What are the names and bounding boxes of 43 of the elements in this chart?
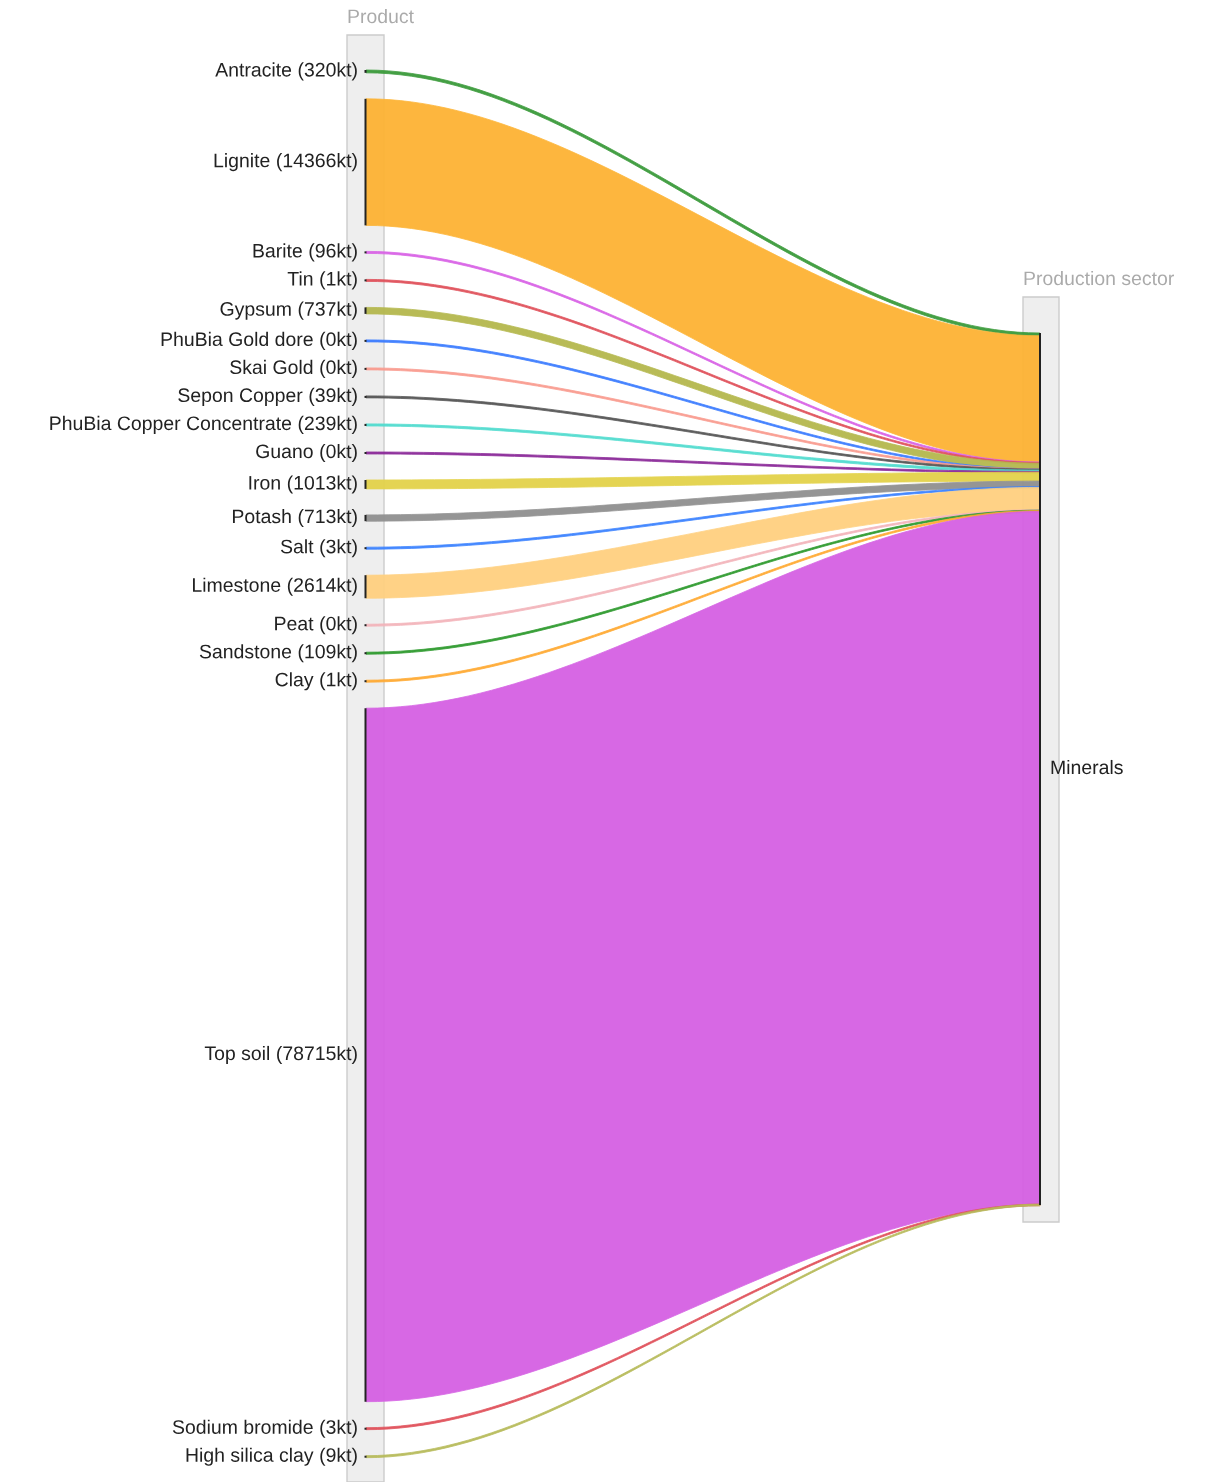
data-label: (737kt) (298, 301, 357, 320)
category-label: Gypsum (220, 302, 291, 320)
data-label: (78715kt) (277, 1045, 357, 1065)
category-label: Salt (280, 539, 314, 554)
data-label: (1kt) (320, 672, 357, 691)
data-label: (713kt) (298, 508, 357, 528)
text: Product (348, 8, 414, 24)
category-label: Sandstone (199, 644, 292, 659)
data-label: (239kt) (298, 415, 357, 434)
category-label: Sodium bromide (172, 1419, 313, 1434)
category-label: Skai Gold (230, 359, 313, 375)
category-label: Tin (287, 271, 313, 286)
category-label: Clay (275, 672, 314, 691)
category-label: High silica clay (186, 1447, 314, 1466)
category-label: Top soil (204, 1045, 270, 1065)
data-label: (0kt) (320, 331, 357, 350)
category-label: Guano (256, 444, 313, 459)
data-label: (3kt) (320, 539, 357, 558)
data-label: (2614kt) (287, 577, 357, 596)
data-label: (39kt) (309, 387, 357, 406)
data-label: (0kt) (320, 443, 357, 463)
category-label: Limestone (193, 577, 281, 592)
data-label: (14366kt) (277, 153, 357, 172)
data-label: (96kt) (309, 243, 357, 262)
text: Production sector (1024, 270, 1174, 286)
category-label: Barite (253, 243, 302, 258)
data-label: (109kt) (298, 644, 357, 663)
data-label: (9kt) (320, 1447, 357, 1466)
category-label: Sepon Copper (178, 388, 303, 406)
category-label: PhuBia Gold dore (161, 331, 313, 347)
category-label: Antracite (215, 62, 292, 77)
category-label: Potash (232, 508, 291, 524)
data-label: (1kt) (320, 271, 357, 290)
category-label: Iron (249, 476, 280, 490)
data-label: (0kt) (320, 616, 357, 635)
category-label: Peat (275, 616, 314, 631)
data-label: (0kt) (320, 359, 357, 378)
text: Minerals (1051, 759, 1123, 775)
category-label: PhuBia Copper Concentrate (50, 415, 292, 434)
data-label: (1013kt) (287, 475, 357, 494)
data-label: (3kt) (320, 1419, 357, 1438)
category-label: Lignite (214, 153, 270, 172)
data-label: (320kt) (298, 62, 357, 81)
